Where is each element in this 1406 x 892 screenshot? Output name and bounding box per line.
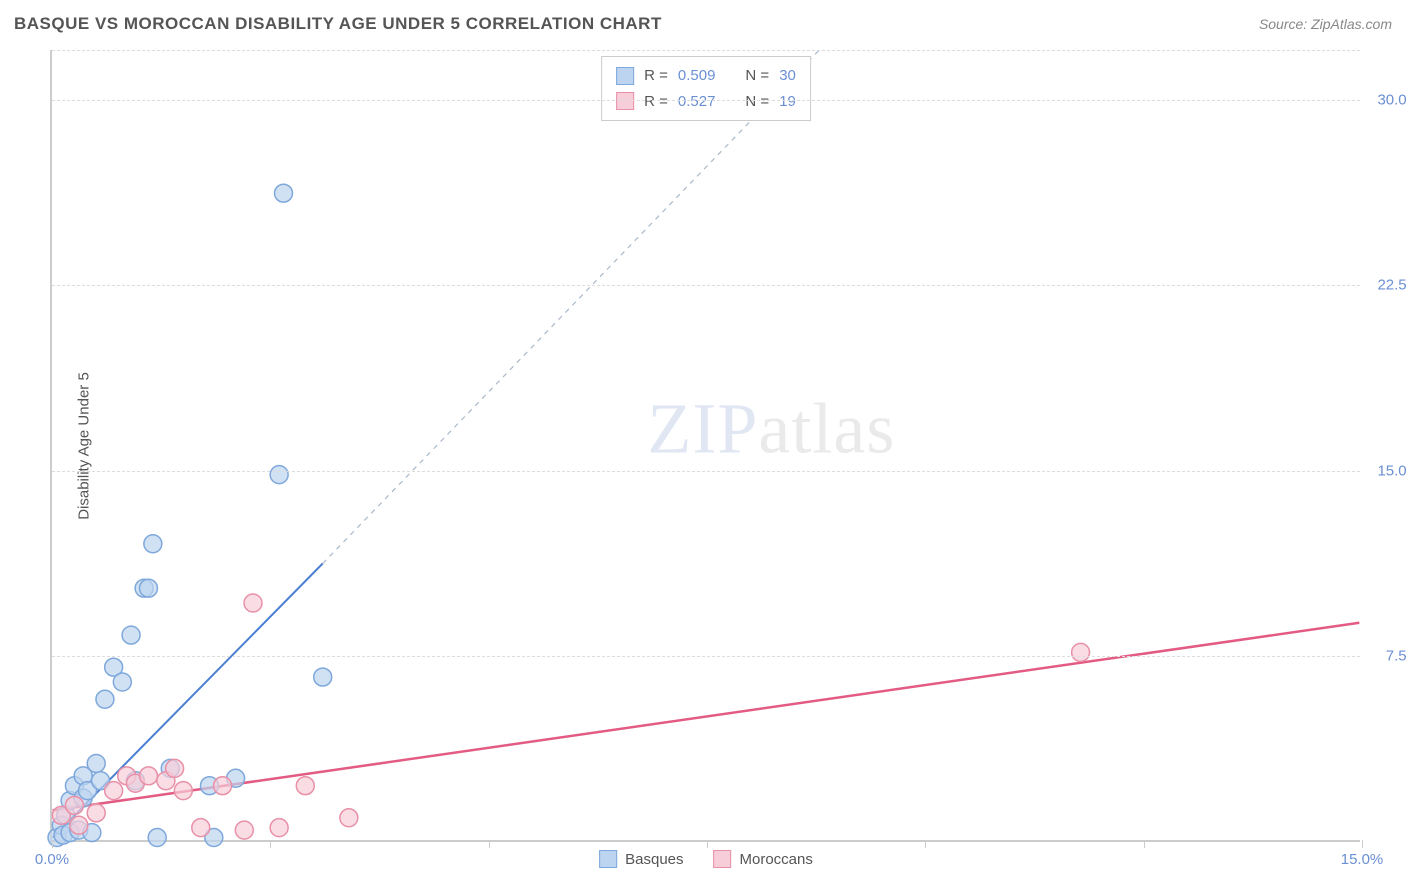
data-point-basques <box>140 579 158 597</box>
series-legend: Basques Moroccans <box>599 850 813 868</box>
x-tick <box>925 840 926 848</box>
data-point-moroccans <box>70 816 88 834</box>
gridline-h <box>52 285 1360 286</box>
trendline-moroccans <box>53 623 1360 811</box>
chart-title: BASQUE VS MOROCCAN DISABILITY AGE UNDER … <box>14 14 662 34</box>
data-point-moroccans <box>65 796 83 814</box>
n-value-moroccans: 19 <box>779 89 796 115</box>
swatch-moroccans-icon <box>714 850 732 868</box>
data-point-moroccans <box>340 809 358 827</box>
data-point-moroccans <box>235 821 253 839</box>
legend-row-moroccans: R = 0.527 N = 19 <box>616 89 796 115</box>
x-tick <box>489 840 490 848</box>
x-tick <box>1144 840 1145 848</box>
chart-header: BASQUE VS MOROCCAN DISABILITY AGE UNDER … <box>14 14 1392 34</box>
data-point-basques <box>122 626 140 644</box>
n-label: N = <box>745 89 769 115</box>
y-tick-label: 7.5% <box>1365 648 1406 665</box>
x-tick-label: 0.0% <box>35 851 69 868</box>
x-tick <box>707 840 708 848</box>
swatch-basques <box>616 67 634 85</box>
gridline-h <box>52 100 1360 101</box>
legend-row-basques: R = 0.509 N = 30 <box>616 63 796 89</box>
data-point-basques <box>148 829 166 847</box>
data-point-moroccans <box>1072 643 1090 661</box>
r-value-moroccans: 0.527 <box>678 89 716 115</box>
data-point-moroccans <box>140 767 158 785</box>
legend-label-basques: Basques <box>625 851 683 868</box>
chart-source: Source: ZipAtlas.com <box>1259 16 1392 32</box>
data-point-moroccans <box>270 819 288 837</box>
legend-item-basques: Basques <box>599 850 683 868</box>
legend-label-moroccans: Moroccans <box>740 851 813 868</box>
data-point-moroccans <box>105 782 123 800</box>
trendline-dashed-basques <box>323 50 820 564</box>
x-tick <box>52 840 53 848</box>
data-point-moroccans <box>214 777 232 795</box>
data-point-basques <box>113 673 131 691</box>
data-point-moroccans <box>87 804 105 822</box>
r-value-basques: 0.509 <box>678 63 716 89</box>
data-point-basques <box>96 690 114 708</box>
data-point-basques <box>275 184 293 202</box>
gridline-h <box>52 50 1360 51</box>
data-point-basques <box>270 466 288 484</box>
chart-svg <box>52 50 1360 840</box>
gridline-h <box>52 656 1360 657</box>
swatch-basques-icon <box>599 850 617 868</box>
x-tick <box>270 840 271 848</box>
y-tick-label: 15.0% <box>1365 462 1406 479</box>
data-point-basques <box>314 668 332 686</box>
x-tick <box>1362 840 1363 848</box>
plot-area: ZIPatlas R = 0.509 N = 30 R = 0.527 N = … <box>50 50 1360 842</box>
legend-item-moroccans: Moroccans <box>714 850 813 868</box>
y-tick-label: 30.0% <box>1365 91 1406 108</box>
data-point-moroccans <box>296 777 314 795</box>
n-value-basques: 30 <box>779 63 796 89</box>
data-point-basques <box>87 754 105 772</box>
gridline-h <box>52 471 1360 472</box>
swatch-moroccans <box>616 92 634 110</box>
y-tick-label: 22.5% <box>1365 277 1406 294</box>
data-point-moroccans <box>192 819 210 837</box>
data-point-moroccans <box>166 759 184 777</box>
r-label: R = <box>644 63 668 89</box>
x-tick-label: 15.0% <box>1341 851 1384 868</box>
data-point-moroccans <box>244 594 262 612</box>
data-point-moroccans <box>174 782 192 800</box>
r-label: R = <box>644 89 668 115</box>
data-point-basques <box>144 535 162 553</box>
n-label: N = <box>745 63 769 89</box>
correlation-legend: R = 0.509 N = 30 R = 0.527 N = 19 <box>601 56 811 121</box>
